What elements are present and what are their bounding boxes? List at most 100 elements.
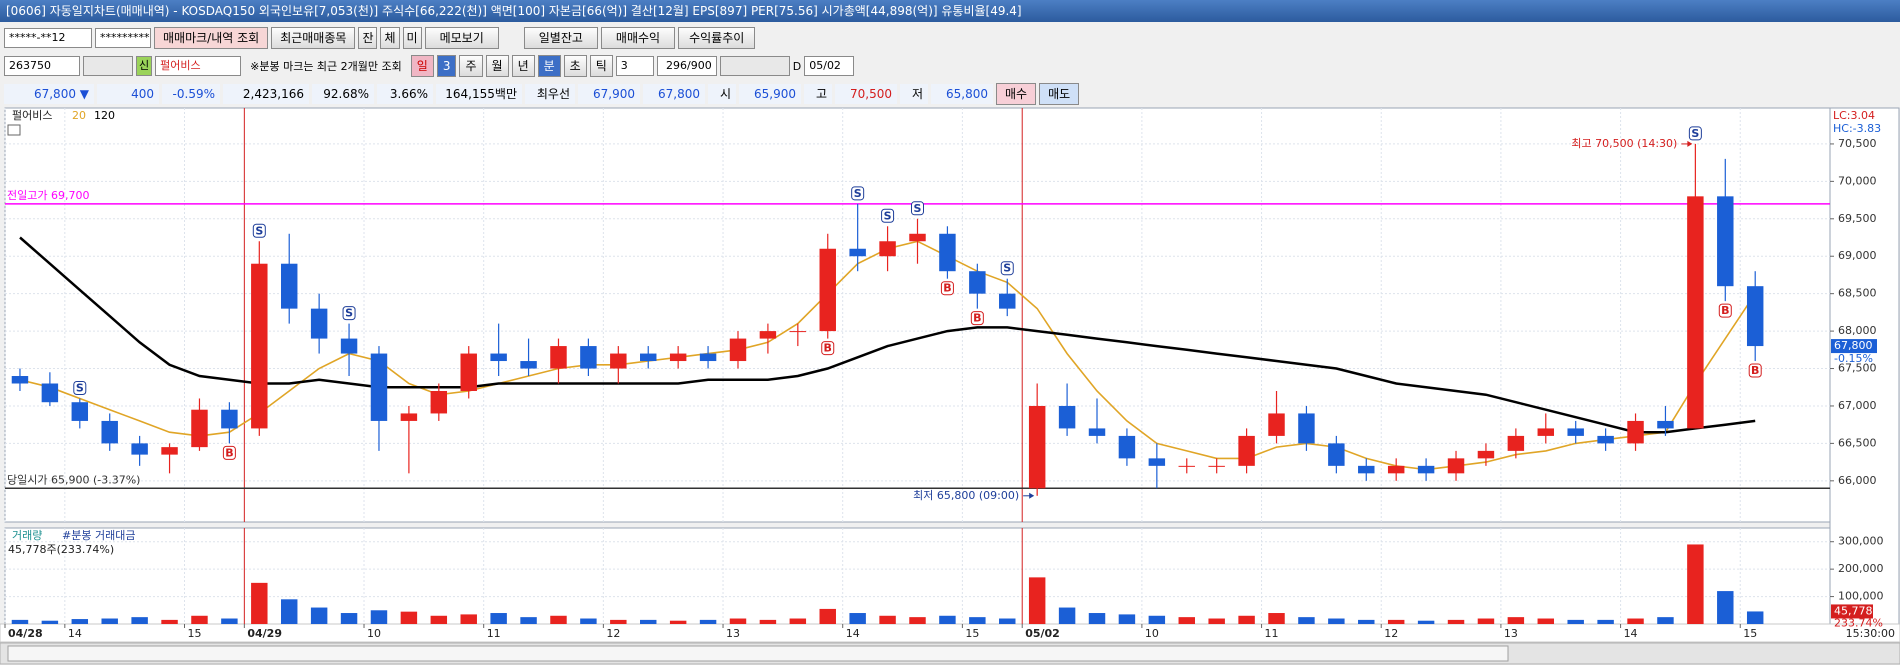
signal-box xyxy=(73,380,87,395)
y-tick-label: 66,500 xyxy=(1838,436,1877,449)
toolbar-button[interactable]: 일별잔고 xyxy=(523,27,598,49)
volume-bar xyxy=(640,619,657,624)
y-tick-label: 70,000 xyxy=(1838,174,1877,187)
volume-bar xyxy=(909,617,926,624)
date-input[interactable]: 05/02 xyxy=(804,56,855,76)
x-tick-label: 04/29 xyxy=(247,627,282,640)
stock-name: 펄어비스 xyxy=(155,56,242,76)
interval-select[interactable]: 3 xyxy=(615,56,654,76)
volume-bar xyxy=(191,615,208,624)
y-tick-label: 68,000 xyxy=(1838,324,1877,337)
candle-body xyxy=(819,248,836,332)
signal-label: B xyxy=(225,446,233,459)
quote-cell: 67,800 ▼ xyxy=(4,84,94,104)
candle-body xyxy=(699,353,717,362)
candle-body xyxy=(1178,465,1195,467)
period-button[interactable]: 초 xyxy=(563,55,587,77)
badge: 신 xyxy=(136,56,153,76)
volume-bar xyxy=(41,620,59,624)
x-tick-label: 14 xyxy=(846,627,860,640)
legend-entry: 120 xyxy=(94,109,115,122)
toolbar-button[interactable]: 매매수익 xyxy=(600,27,676,49)
order-button[interactable]: 매수 xyxy=(996,83,1037,105)
toolbar-button[interactable]: 수익률추이 xyxy=(678,27,756,49)
legend-entry: 20 xyxy=(72,109,86,122)
volume-bar xyxy=(1387,619,1405,624)
toolbar-button[interactable]: 체 xyxy=(380,27,400,49)
quote-row: 67,800 ▼ 400 -0.59% 2,423,166 92.68% 3.66% 164… xyxy=(0,82,1900,106)
signal-box xyxy=(970,311,984,326)
ma-line xyxy=(19,236,1756,434)
candle-body xyxy=(1746,286,1764,347)
volume-bar xyxy=(221,618,238,624)
code-input[interactable]: 263750 xyxy=(4,56,80,76)
volume-bar xyxy=(550,615,567,624)
quote-cell: 67,800 xyxy=(643,84,705,104)
candle-body xyxy=(759,331,777,339)
reference-label: 전일고가 69,700 xyxy=(7,188,89,202)
period-button[interactable]: 틱 xyxy=(589,55,613,77)
volume-bar xyxy=(161,619,178,624)
d-check[interactable]: D xyxy=(792,59,802,73)
signal-label: B xyxy=(973,312,981,325)
candle-body xyxy=(1238,435,1255,466)
period-button[interactable]: 주 xyxy=(459,55,483,77)
x-tick-label: 15 xyxy=(1743,627,1757,640)
y-tick-label: 300,000 xyxy=(1838,535,1884,548)
volume-bar xyxy=(1507,617,1525,624)
volume-bar xyxy=(789,618,807,624)
quote-cell: 65,800 xyxy=(931,84,993,104)
toolbar-button[interactable]: 잔 xyxy=(358,27,378,49)
signal-label: S xyxy=(76,381,84,394)
volume-bar xyxy=(1088,613,1106,624)
password-input[interactable]: ********* xyxy=(95,28,151,48)
quote-cell: 최우선 xyxy=(525,84,575,104)
volume-bar xyxy=(251,582,268,624)
tool-icons[interactable] xyxy=(83,56,133,76)
candle-body xyxy=(879,241,896,257)
signal-label: S xyxy=(255,224,263,237)
account-select[interactable]: *****-**12 xyxy=(4,28,92,48)
quote-cell: 92.68% xyxy=(312,84,374,104)
quote-cell: 400 xyxy=(97,84,159,104)
period-button[interactable]: 년 xyxy=(511,55,535,77)
candle-body xyxy=(11,376,29,384)
period-button[interactable]: 분 xyxy=(537,55,561,77)
y-tick-label: 70,500 xyxy=(1838,137,1877,150)
candle-body xyxy=(1657,420,1674,429)
period-button[interactable]: 3 xyxy=(436,55,457,77)
candle-body xyxy=(1028,405,1046,489)
candle-body xyxy=(101,420,118,444)
price-panel xyxy=(4,107,1831,523)
signal-box xyxy=(222,445,236,460)
signal-box xyxy=(940,281,954,296)
period-button[interactable]: 일 xyxy=(410,55,434,77)
tool-icons[interactable] xyxy=(719,56,790,76)
annotation-arrowhead xyxy=(1687,140,1693,147)
candle-body xyxy=(430,390,448,414)
toolbar-button[interactable]: 매매마크/내역 조회 xyxy=(154,27,269,49)
x-tick-label: 04/28 xyxy=(8,627,43,640)
period-button[interactable]: 월 xyxy=(485,55,509,77)
signal-box xyxy=(881,208,895,223)
quote-cell: 시 xyxy=(708,84,736,104)
candle-body xyxy=(520,361,537,369)
toolbar-button[interactable]: 메모보기 xyxy=(424,27,499,49)
volume-bar xyxy=(1657,617,1674,624)
volume-bar xyxy=(280,599,298,624)
volume-bar xyxy=(490,613,507,624)
volume-bar xyxy=(1537,618,1555,624)
candle-body xyxy=(1208,465,1225,467)
toolbar-button[interactable]: 미 xyxy=(402,27,422,49)
toolbar-button[interactable]: 최근매매종목 xyxy=(271,27,356,49)
order-button[interactable]: 매도 xyxy=(1039,83,1080,105)
candle-body xyxy=(400,413,418,421)
volume-bar xyxy=(819,608,836,624)
volume-bar xyxy=(969,617,986,624)
volume-bar xyxy=(1028,577,1046,624)
volume-bar xyxy=(610,619,627,624)
scroll-thumb xyxy=(7,645,1509,662)
candle-body xyxy=(1268,413,1285,436)
volume-bar xyxy=(1298,617,1315,624)
